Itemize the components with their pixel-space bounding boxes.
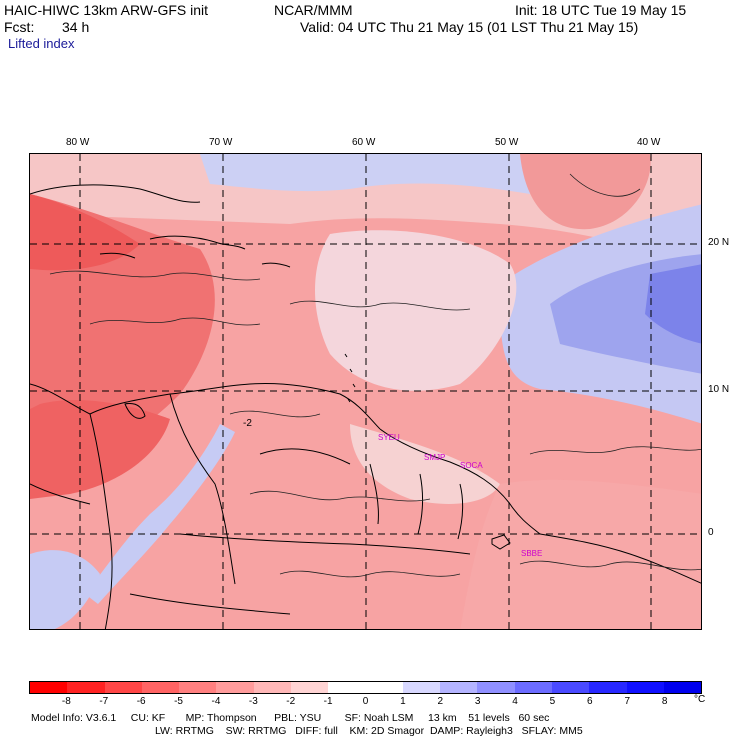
colorbar-tick-label: 5 bbox=[549, 696, 556, 707]
station-syeu: SYEU bbox=[378, 433, 400, 442]
colorbar-segment bbox=[551, 682, 590, 693]
colorbar-tick-label: 3 bbox=[474, 696, 481, 707]
field-andes-positive bbox=[85, 424, 235, 604]
fcst-value: 34 h bbox=[62, 19, 90, 35]
colorbar-segment bbox=[290, 682, 329, 693]
colorbar-tick-label: 8 bbox=[661, 696, 668, 707]
colorbar-segment bbox=[104, 682, 142, 693]
valid-time: Valid: 04 UTC Thu 21 May 15 (01 LST Thu … bbox=[300, 19, 639, 35]
lifted-index-map[interactable]: -2 SYEU SMJP SOCA SBBE bbox=[29, 153, 702, 630]
field-north-positive bbox=[200, 154, 550, 194]
field-name: Lifted index bbox=[8, 36, 75, 51]
colorbar-tick-label: -1 bbox=[323, 696, 333, 707]
field-ne-negative bbox=[520, 154, 651, 230]
lon-label-50w: 50 W bbox=[495, 137, 519, 148]
colorbar-segment bbox=[440, 682, 478, 693]
lon-label-80w: 80 W bbox=[66, 137, 90, 148]
colorbar-tick-label: -7 bbox=[99, 696, 109, 707]
field-caribbean-max bbox=[30, 194, 140, 271]
colorbar-unit: °C bbox=[694, 694, 706, 705]
station-soca: SOCA bbox=[460, 461, 483, 470]
coastlines bbox=[30, 184, 701, 629]
lat-lon-grid bbox=[30, 154, 701, 629]
field-east-positive-max bbox=[645, 264, 701, 344]
colorbar-segment bbox=[477, 682, 515, 693]
contour-label: -2 bbox=[243, 418, 252, 429]
colorbar-tick-label: -4 bbox=[211, 696, 221, 707]
colorbar-segment bbox=[514, 682, 552, 693]
field-se-region bbox=[460, 479, 701, 629]
colorbar-segment bbox=[365, 682, 403, 693]
lat-label-10n: 10 N bbox=[708, 384, 730, 395]
colorbar-tick-label: -5 bbox=[174, 696, 183, 707]
map-svg: -2 bbox=[30, 154, 701, 629]
contour-lines bbox=[49, 173, 701, 578]
colorbar-segment bbox=[626, 682, 664, 693]
colorbar-segment bbox=[216, 682, 254, 693]
field-sw-positive bbox=[30, 550, 100, 629]
colorbar-tick-label: 2 bbox=[437, 696, 444, 707]
colorbar-segment bbox=[253, 682, 291, 693]
field-colombia-negative bbox=[30, 399, 170, 499]
colorbar-segment bbox=[663, 682, 702, 693]
colorbar-tick-label: -6 bbox=[136, 696, 146, 707]
colorbar-segment bbox=[589, 682, 627, 693]
station-sbbe: SBBE bbox=[521, 549, 543, 558]
colorbar-segment bbox=[179, 682, 217, 693]
colorbar-tick-label: 7 bbox=[624, 696, 630, 707]
station-smjp: SMJP bbox=[424, 453, 446, 462]
fcst-label: Fcst: bbox=[4, 19, 35, 35]
model-info-line2: LW: RRTMG SW: RRTMG DIFF: full KM: 2D Sm… bbox=[155, 725, 583, 737]
lon-label-70w: 70 W bbox=[209, 137, 233, 148]
colorbar bbox=[29, 681, 702, 694]
lon-label-40w: 40 W bbox=[637, 137, 661, 148]
init-time: Init: 18 UTC Tue 19 May 15 bbox=[515, 2, 687, 18]
colorbar-tick-label: 6 bbox=[587, 696, 593, 707]
field-guiana-pale bbox=[350, 424, 500, 504]
colorbar-segment bbox=[402, 682, 441, 693]
org-label: NCAR/MMM bbox=[274, 2, 353, 18]
lat-label-0: 0 bbox=[708, 527, 714, 538]
model-info-line1: Model Info: V3.6.1 CU: KF MP: Thompson P… bbox=[31, 712, 550, 724]
model-title: HAIC-HIWC 13km ARW-GFS init bbox=[4, 2, 209, 18]
lat-label-20n: 20 N bbox=[708, 237, 730, 248]
colorbar-tick-label: -2 bbox=[286, 696, 296, 707]
colorbar-segment bbox=[67, 682, 105, 693]
field-central-pale bbox=[315, 230, 517, 391]
lon-label-60w: 60 W bbox=[352, 137, 376, 148]
colorbar-tick-label: 1 bbox=[400, 696, 406, 707]
colorbar-tick-label: -3 bbox=[248, 696, 258, 707]
colorbar-tick-label: 0 bbox=[362, 696, 369, 707]
colorbar-segment bbox=[30, 682, 68, 693]
colorbar-segment bbox=[328, 682, 366, 693]
colorbar-segment bbox=[141, 682, 180, 693]
colorbar-tick-label: 4 bbox=[512, 696, 518, 707]
colorbar-tick-label: -8 bbox=[61, 696, 71, 707]
